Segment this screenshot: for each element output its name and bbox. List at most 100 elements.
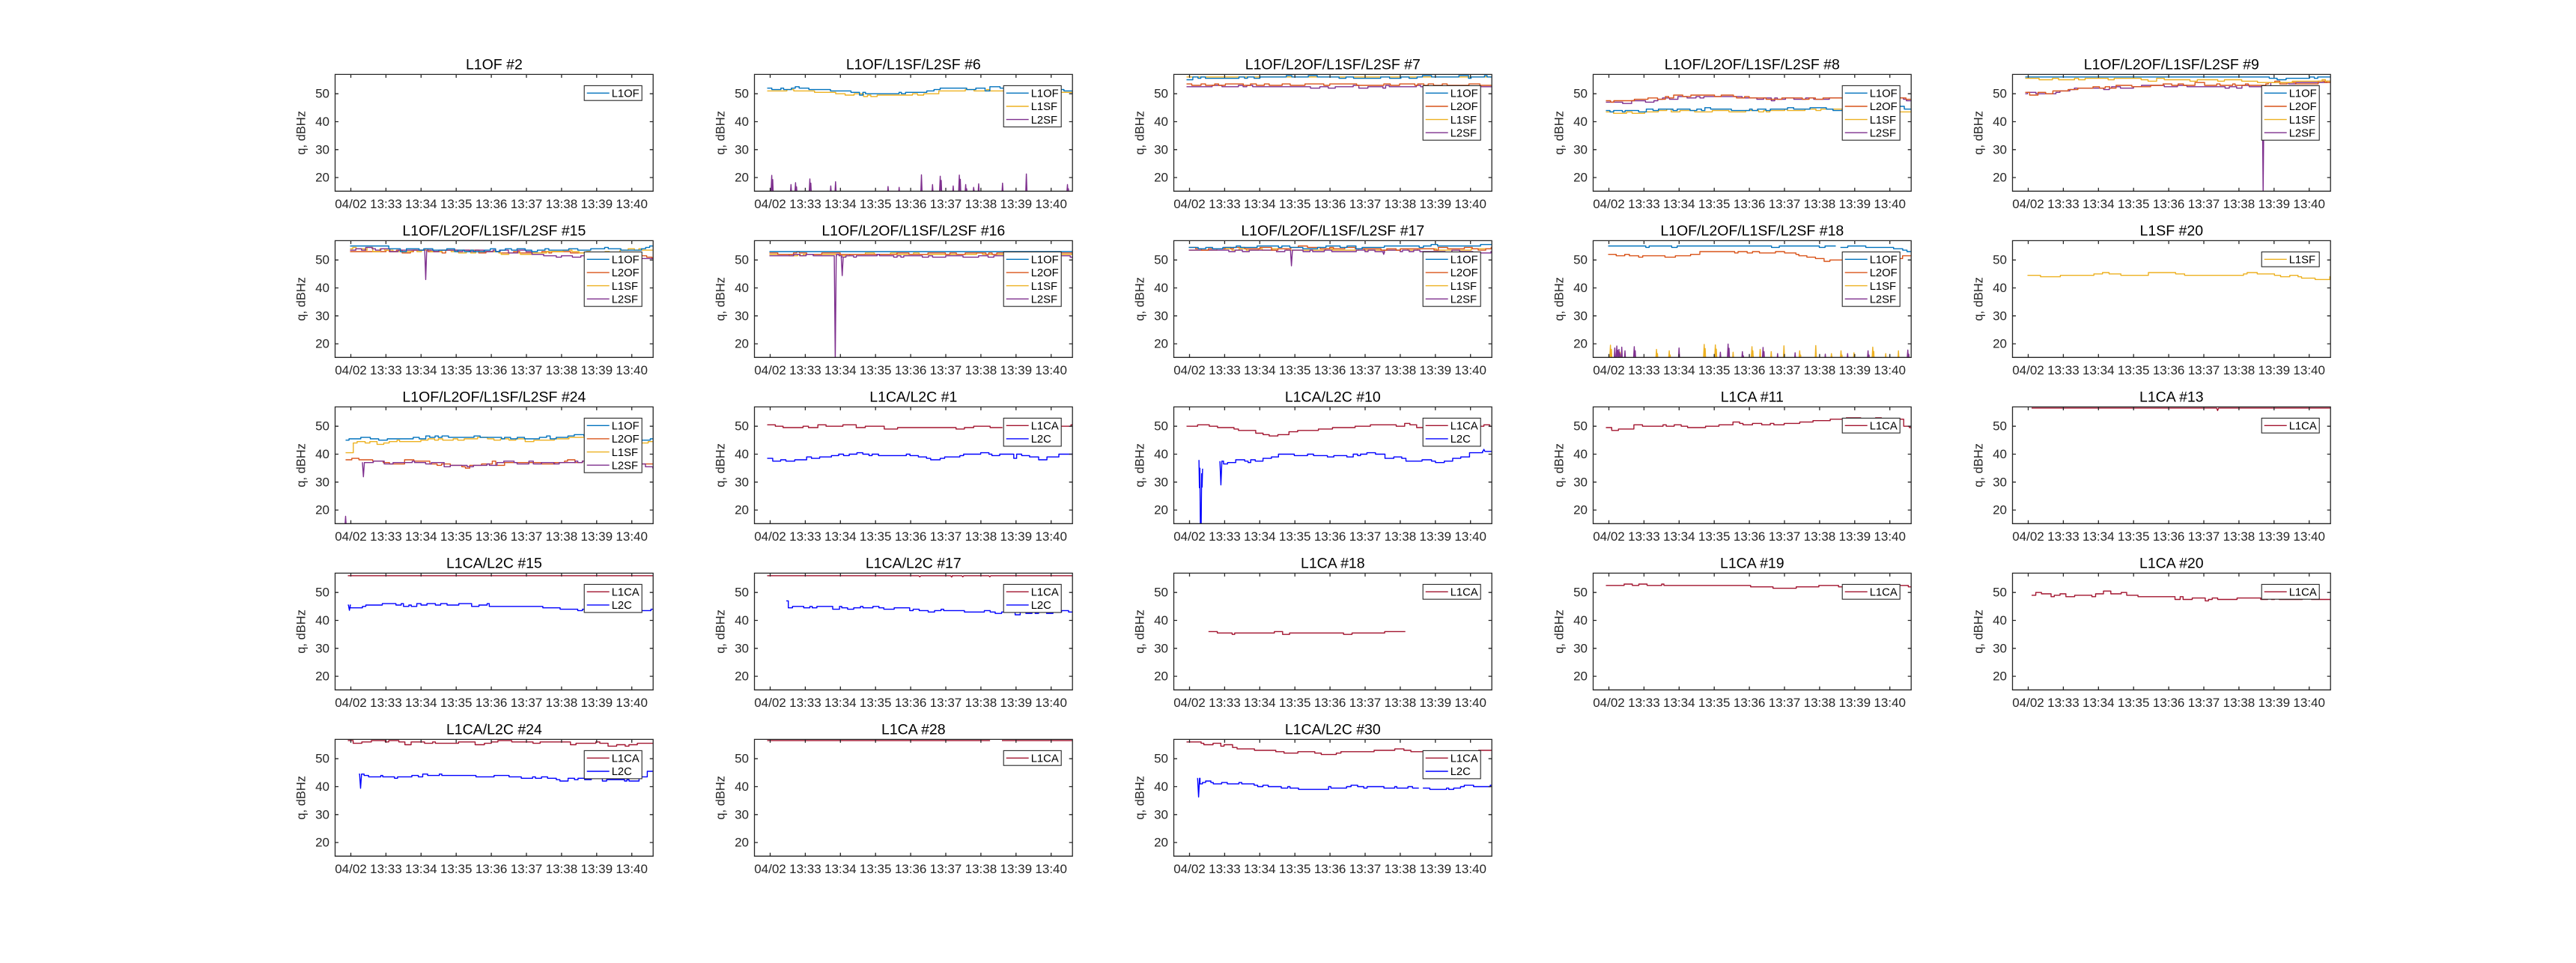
- svg-text:13:36: 13:36: [2153, 197, 2185, 211]
- svg-text:13:33: 13:33: [370, 862, 402, 876]
- svg-text:13:36: 13:36: [2153, 363, 2185, 377]
- svg-text:40: 40: [1573, 115, 1588, 129]
- svg-text:13:36: 13:36: [476, 862, 508, 876]
- svg-text:L1OF: L1OF: [1870, 255, 1898, 267]
- svg-text:13:34: 13:34: [1244, 197, 1276, 211]
- svg-text:04/02: 04/02: [2012, 197, 2044, 211]
- svg-text:30: 30: [1993, 309, 2007, 323]
- svg-text:04/02: 04/02: [754, 529, 786, 544]
- svg-text:13:36: 13:36: [1734, 529, 1766, 544]
- svg-text:L2OF: L2OF: [1870, 101, 1898, 113]
- svg-text:13:37: 13:37: [1769, 363, 1801, 377]
- svg-text:13:35: 13:35: [860, 197, 892, 211]
- svg-text:13:37: 13:37: [930, 529, 962, 544]
- svg-text:13:35: 13:35: [440, 197, 473, 211]
- svg-text:13:35: 13:35: [440, 696, 473, 710]
- svg-text:q, dBHz: q, dBHz: [1553, 610, 1567, 654]
- svg-text:L1CA: L1CA: [1450, 587, 1478, 599]
- svg-text:q, dBHz: q, dBHz: [1972, 610, 1986, 654]
- svg-text:50: 50: [735, 253, 749, 267]
- svg-text:q, dBHz: q, dBHz: [1134, 610, 1147, 654]
- svg-text:20: 20: [1154, 669, 1168, 684]
- svg-text:13:39: 13:39: [1000, 862, 1033, 876]
- svg-text:L1OF/L1SF/L2SF #6: L1OF/L1SF/L2SF #6: [846, 56, 981, 73]
- svg-text:13:34: 13:34: [2083, 197, 2115, 211]
- svg-text:L1OF: L1OF: [612, 255, 640, 267]
- svg-text:04/02: 04/02: [1593, 197, 1625, 211]
- svg-text:13:40: 13:40: [1874, 529, 1906, 544]
- svg-text:13:36: 13:36: [476, 363, 508, 377]
- svg-text:13:40: 13:40: [1454, 529, 1486, 544]
- svg-text:13:33: 13:33: [2047, 363, 2080, 377]
- svg-text:L2SF: L2SF: [612, 294, 638, 306]
- svg-text:13:33: 13:33: [1209, 862, 1241, 876]
- svg-text:13:34: 13:34: [2083, 529, 2115, 544]
- svg-text:40: 40: [1154, 780, 1168, 794]
- svg-text:13:35: 13:35: [1279, 862, 1311, 876]
- svg-text:13:39: 13:39: [1420, 197, 1452, 211]
- svg-text:13:40: 13:40: [616, 529, 648, 544]
- svg-text:30: 30: [1573, 641, 1588, 655]
- svg-text:40: 40: [735, 447, 749, 461]
- svg-text:13:35: 13:35: [860, 862, 892, 876]
- svg-text:13:40: 13:40: [616, 696, 648, 710]
- svg-text:13:34: 13:34: [1663, 197, 1695, 211]
- svg-text:13:40: 13:40: [1454, 197, 1486, 211]
- svg-text:13:35: 13:35: [1279, 529, 1311, 544]
- svg-text:L1OF: L1OF: [1870, 88, 1898, 100]
- svg-text:30: 30: [1154, 142, 1168, 157]
- svg-text:13:34: 13:34: [405, 197, 437, 211]
- svg-text:q, dBHz: q, dBHz: [714, 610, 728, 654]
- svg-text:L1CA #13: L1CA #13: [2139, 389, 2204, 405]
- svg-text:q, dBHz: q, dBHz: [1553, 111, 1567, 155]
- svg-text:13:39: 13:39: [581, 696, 613, 710]
- svg-text:13:39: 13:39: [1420, 862, 1452, 876]
- svg-text:40: 40: [735, 613, 749, 628]
- svg-text:13:34: 13:34: [1244, 363, 1276, 377]
- svg-text:13:39: 13:39: [1000, 696, 1033, 710]
- svg-text:L1OF: L1OF: [1450, 88, 1478, 100]
- svg-text:13:39: 13:39: [1000, 197, 1033, 211]
- svg-text:20: 20: [1993, 337, 2007, 351]
- svg-text:13:34: 13:34: [2083, 363, 2115, 377]
- svg-text:13:33: 13:33: [789, 363, 821, 377]
- svg-text:13:35: 13:35: [440, 862, 473, 876]
- svg-text:L1CA: L1CA: [2289, 421, 2317, 433]
- svg-text:13:40: 13:40: [2293, 529, 2325, 544]
- svg-text:13:36: 13:36: [1734, 363, 1766, 377]
- svg-text:40: 40: [315, 780, 329, 794]
- svg-text:20: 20: [735, 669, 749, 684]
- svg-text:L1SF: L1SF: [2289, 255, 2315, 267]
- svg-text:L2SF: L2SF: [1870, 294, 1896, 306]
- svg-text:04/02: 04/02: [754, 696, 786, 710]
- svg-text:L1SF: L1SF: [1870, 281, 1896, 293]
- svg-text:04/02: 04/02: [1173, 363, 1206, 377]
- svg-text:L1OF: L1OF: [1450, 255, 1478, 267]
- svg-text:13:40: 13:40: [1874, 363, 1906, 377]
- svg-text:L1CA/L2C #24: L1CA/L2C #24: [446, 721, 542, 738]
- svg-text:13:38: 13:38: [546, 862, 578, 876]
- svg-text:50: 50: [1993, 253, 2007, 267]
- svg-text:20: 20: [1573, 669, 1588, 684]
- svg-text:q, dBHz: q, dBHz: [714, 277, 728, 321]
- svg-text:13:33: 13:33: [1209, 696, 1241, 710]
- svg-text:13:33: 13:33: [1628, 529, 1660, 544]
- svg-text:L1CA: L1CA: [1870, 587, 1898, 599]
- svg-text:04/02: 04/02: [335, 197, 367, 211]
- svg-text:L2SF: L2SF: [1870, 127, 1896, 139]
- svg-text:40: 40: [1154, 447, 1168, 461]
- svg-text:L2SF: L2SF: [1031, 294, 1057, 306]
- svg-text:13:35: 13:35: [1279, 696, 1311, 710]
- svg-text:50: 50: [735, 752, 749, 766]
- svg-text:30: 30: [735, 807, 749, 821]
- svg-text:13:34: 13:34: [824, 862, 857, 876]
- svg-text:q, dBHz: q, dBHz: [1972, 277, 1986, 321]
- svg-text:13:39: 13:39: [581, 529, 613, 544]
- svg-text:13:35: 13:35: [1698, 696, 1731, 710]
- svg-text:13:40: 13:40: [1035, 197, 1067, 211]
- svg-text:13:34: 13:34: [2083, 696, 2115, 710]
- svg-text:13:35: 13:35: [1698, 363, 1731, 377]
- svg-text:04/02: 04/02: [2012, 696, 2044, 710]
- svg-text:13:35: 13:35: [440, 363, 473, 377]
- svg-text:13:39: 13:39: [2258, 696, 2291, 710]
